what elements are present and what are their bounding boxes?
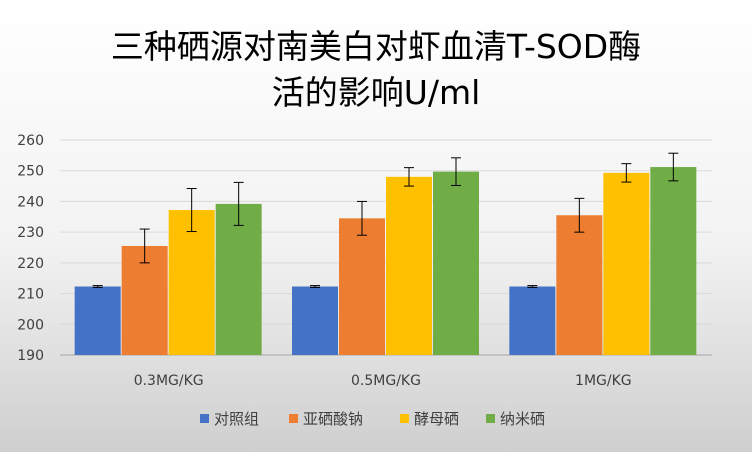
y-tick-label: 200 — [17, 317, 44, 333]
legend-label: 纳米硒 — [500, 410, 545, 428]
legend-swatch — [486, 414, 495, 423]
bar — [386, 176, 432, 355]
legend-swatch — [400, 414, 409, 423]
error-bar — [233, 181, 244, 226]
error-bar — [574, 197, 585, 233]
legend-item: 亚硒酸钠 — [289, 410, 363, 428]
error-bar — [404, 167, 414, 187]
legend-swatch — [200, 414, 209, 423]
legend-label: 对照组 — [214, 410, 259, 428]
bar — [339, 218, 385, 355]
legend: 对照组 亚硒酸钠 酵母硒 纳米硒 — [200, 410, 545, 428]
bar — [292, 286, 338, 355]
y-tick-label: 210 — [17, 287, 44, 303]
legend-item: 酵母硒 — [400, 410, 459, 428]
legend-item: 纳米硒 — [486, 410, 545, 428]
error-bar — [527, 285, 538, 288]
x-axis-ticks: 0.3MG/KG 0.5MG/KG 1MG/KG — [134, 373, 632, 389]
error-bar — [139, 228, 150, 264]
chart-title-line1: 三种硒源对南美白对虾血清T-SOD酶 — [111, 27, 641, 66]
bar — [556, 215, 603, 355]
y-tick-label: 240 — [17, 194, 44, 210]
y-tick-label: 250 — [17, 164, 44, 180]
error-bar — [668, 152, 679, 182]
error-bar — [186, 188, 197, 233]
y-tick-label: 230 — [17, 225, 44, 241]
legend-swatch — [289, 414, 298, 423]
y-axis-ticks: 190 200 210 220 230 240 250 260 — [17, 133, 44, 364]
x-tick-label: 0.3MG/KG — [134, 373, 204, 389]
legend-label: 亚硒酸钠 — [303, 410, 363, 428]
bar — [168, 210, 215, 355]
bar — [74, 286, 121, 355]
x-tick-label: 0.5MG/KG — [351, 373, 421, 389]
error-bar — [621, 163, 632, 183]
bar — [215, 203, 262, 355]
y-tick-label: 220 — [17, 256, 44, 272]
error-bar — [310, 285, 320, 288]
error-bar — [451, 157, 461, 186]
y-tick-label: 260 — [17, 133, 44, 149]
bars — [74, 167, 697, 355]
x-tick-label: 1MG/KG — [575, 373, 632, 389]
bar — [509, 286, 556, 355]
chart-title-line2: 活的影响U/ml — [272, 73, 481, 112]
bar — [603, 172, 650, 355]
error-bars — [92, 152, 679, 288]
error-bar — [357, 200, 367, 236]
bar — [433, 171, 479, 355]
y-tick-label: 190 — [17, 348, 44, 364]
bar — [121, 245, 168, 355]
legend-label: 酵母硒 — [414, 410, 459, 428]
legend-item: 对照组 — [200, 410, 259, 428]
bar — [650, 167, 697, 355]
error-bar — [92, 285, 103, 288]
